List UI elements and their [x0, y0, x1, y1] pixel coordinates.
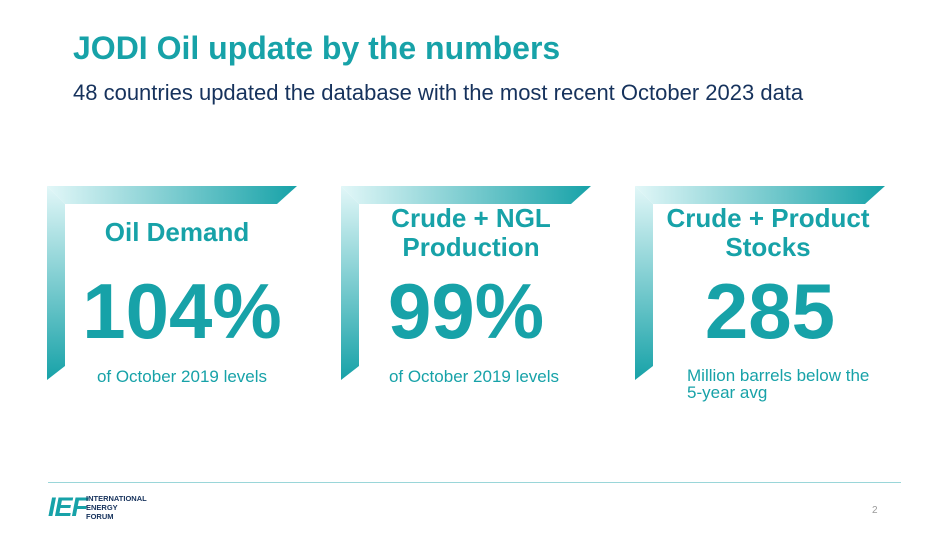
- card-frame-icon: [635, 186, 885, 380]
- slide-title: JODI Oil update by the numbers: [73, 30, 561, 66]
- oil-demand-card: Oil Demand 104% of October 2019 levels: [47, 186, 307, 401]
- card-value: 285: [704, 267, 836, 355]
- card-value: 104%: [82, 267, 282, 355]
- card-title: Oil Demand: [104, 217, 250, 247]
- card-note: Million barrels below the 5-year avg: [687, 366, 870, 402]
- card-frame-icon: [47, 186, 297, 380]
- card-note: of October 2019 levels: [388, 367, 560, 386]
- card-frame-icon: [341, 186, 591, 380]
- logo-line: ENERGY: [86, 503, 118, 512]
- card-value: 99%: [387, 267, 545, 355]
- logo-line: INTERNATIONAL: [86, 494, 147, 503]
- stocks-card: Crude + Product Stocks 285 Million barre…: [635, 186, 895, 401]
- logo-text: INTERNATIONAL ENERGY FORUM: [86, 494, 147, 521]
- page-number: 2: [872, 505, 878, 516]
- card-title: Crude + NGL Production: [391, 203, 551, 262]
- slide-subtitle: 48 countries updated the database with t…: [73, 80, 804, 105]
- card-title: Crude + Product Stocks: [666, 203, 870, 262]
- production-card: Crude + NGL Production 99% of October 20…: [341, 186, 601, 401]
- card-note: of October 2019 levels: [96, 367, 268, 386]
- logo-mark: IEF: [48, 492, 88, 522]
- footer-divider: [48, 482, 901, 483]
- logo-line: FORUM: [86, 512, 114, 521]
